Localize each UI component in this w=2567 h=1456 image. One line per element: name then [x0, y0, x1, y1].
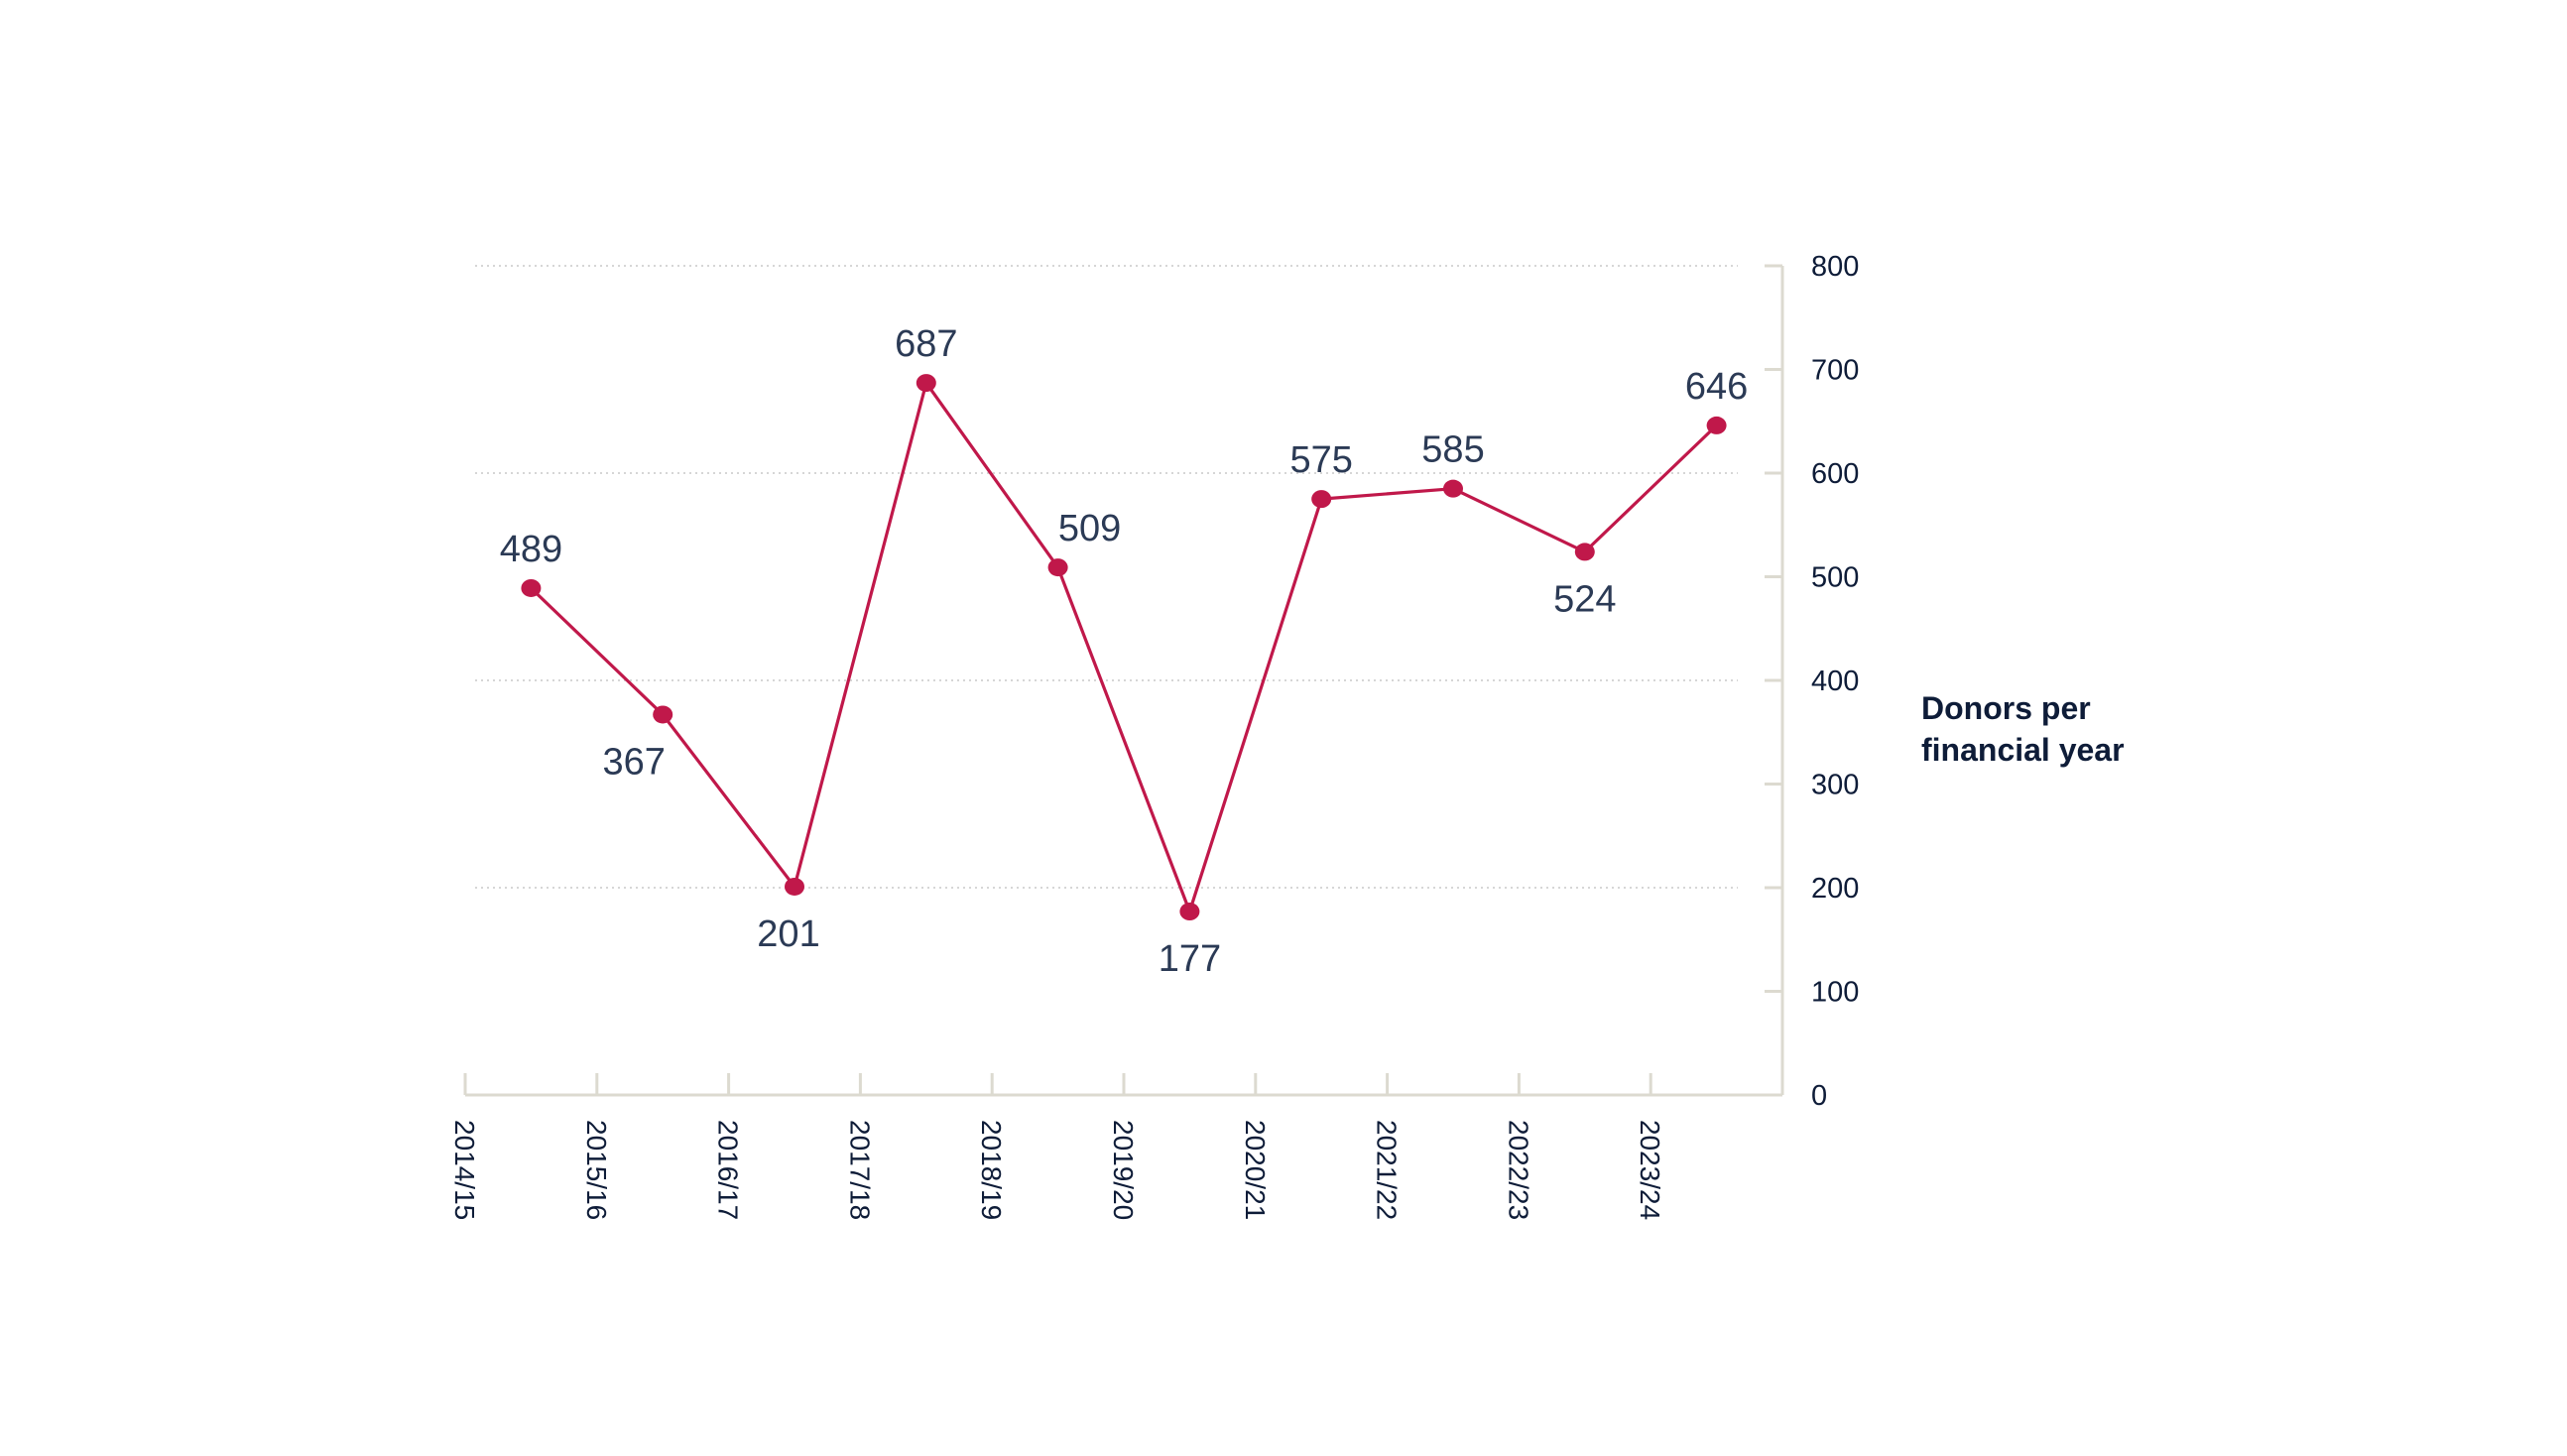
y-axis-title-line-2: financial year: [1921, 732, 2125, 768]
data-label: 575: [1289, 439, 1352, 481]
y-axis-ticks: 0 100 200 300 400 500 600 700 800: [1765, 251, 1859, 1112]
data-point: [1047, 558, 1068, 577]
data-label: 585: [1421, 429, 1484, 471]
gridlines: [475, 265, 1738, 889]
series-line: [530, 381, 1718, 913]
data-point: [1443, 479, 1463, 498]
x-tick-label: 2015/16: [581, 1120, 612, 1220]
data-label: 201: [757, 913, 819, 955]
y-tick-label: 300: [1811, 770, 1859, 801]
data-point: [916, 374, 936, 393]
x-tick-label: 2016/17: [713, 1120, 744, 1220]
data-point: [1311, 490, 1332, 509]
data-label: 646: [1685, 366, 1748, 408]
series-group: [521, 374, 1727, 921]
y-tick-label: 700: [1811, 355, 1859, 387]
y-axis-title-line-1: Donors per: [1921, 690, 2091, 726]
x-tick-label: 2018/19: [976, 1120, 1007, 1220]
y-tick-label: 200: [1811, 873, 1859, 905]
data-label: 509: [1058, 508, 1121, 549]
data-point: [1706, 416, 1727, 434]
data-label: 489: [500, 529, 562, 570]
data-point: [653, 705, 673, 724]
y-axis-title: Donors per financial year: [1921, 690, 2125, 768]
y-tick-label: 500: [1811, 562, 1859, 594]
data-point: [1179, 903, 1200, 921]
y-tick-label: 100: [1811, 977, 1859, 1009]
x-tick-label: 2022/23: [1503, 1120, 1533, 1220]
data-point: [785, 877, 804, 896]
x-tick-label: 2017/18: [844, 1120, 875, 1220]
data-point: [1574, 543, 1595, 561]
data-label: 524: [1553, 578, 1616, 620]
x-tick-label: 2023/24: [1635, 1120, 1665, 1220]
x-tick-label: 2014/15: [449, 1120, 480, 1220]
y-tick-label: 800: [1811, 251, 1859, 283]
x-tick-label: 2020/21: [1240, 1120, 1271, 1220]
y-tick-label: 600: [1811, 458, 1859, 490]
data-label: 687: [895, 323, 957, 365]
y-tick-label: 400: [1811, 666, 1859, 697]
data-label: 177: [1159, 938, 1221, 980]
x-axis-ticks: 2014/15 2015/16 2016/17 2017/18 2018/19 2019/…: [449, 1073, 1784, 1220]
x-tick-label: 2021/22: [1372, 1120, 1403, 1220]
x-tick-label: 2019/20: [1108, 1120, 1139, 1220]
data-label: 367: [602, 741, 665, 783]
data-point: [521, 578, 542, 597]
data-labels: 489 367 201 687 509 177 575 585 524 646: [500, 323, 1749, 980]
y-tick-label: 0: [1811, 1080, 1827, 1112]
